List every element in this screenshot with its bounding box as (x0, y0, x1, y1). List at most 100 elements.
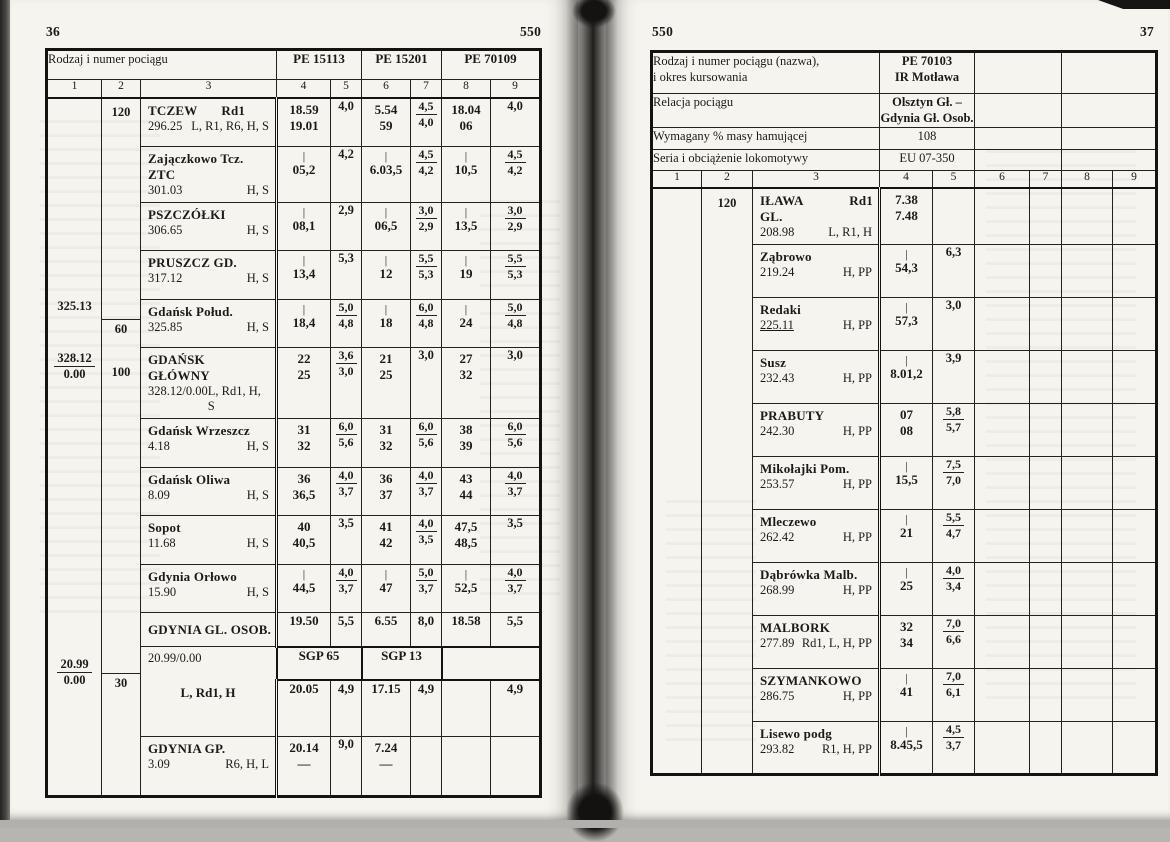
time-bottom: 47 (379, 579, 393, 595)
runtime-fraction: 7,5 7,0 (934, 458, 974, 488)
time-cell: | 08,1 (275, 201, 331, 251)
column-number: 2 (101, 79, 141, 99)
time-cell: 4,0 (490, 97, 541, 147)
station-name-line: PSZCZÓŁKI (142, 207, 276, 223)
station-row: Lisewo podg 293.82 R1, H, PP | 8.45,5 4,5 3,7 (652, 721, 1157, 775)
time-cell: 5,5 (330, 612, 362, 647)
empty-cell (932, 187, 975, 245)
station-name: Susz (760, 355, 787, 370)
runtime-cell: 6,0 5,6 (330, 418, 362, 468)
runtime-bottom: 2,9 (418, 218, 434, 233)
time-pair: | 21 (883, 511, 932, 546)
speed-column: 120 60 100 30 (101, 97, 141, 797)
station-name-line: PRABUTY (754, 408, 879, 424)
station-cell: GDYNIA GL. OSOB. (140, 612, 277, 647)
runtime-top: 7,0 (943, 670, 964, 686)
time-cell: | 12 (361, 250, 411, 300)
station-marks: H, PP (842, 477, 872, 491)
info-value: Olsztyn Gł. – Gdynia Gł. Osob. (879, 93, 975, 128)
runtime-bottom: 5,7 (946, 420, 961, 435)
empty-cell (1029, 509, 1062, 563)
time-pair: | 6.03,5 (363, 147, 410, 182)
left-page: 36 550 Rodzaj i numer pociągu PE 15113 PE … (10, 0, 578, 821)
station-name: MALBORK (760, 620, 831, 635)
time-pair: 7.24— (363, 738, 410, 777)
time-bottom: 13,4 (292, 266, 316, 281)
time-cell: 3,0 (410, 347, 442, 419)
time-cell: | 13,4 (275, 250, 331, 300)
runtime-bottom: 3,7 (418, 483, 434, 498)
runtime-fraction: 5,5 5,3 (412, 251, 441, 281)
station-name: Redaki (760, 302, 801, 317)
station-info-line: 219.24 H, PP (754, 265, 879, 280)
time-cell: 19.50 (275, 612, 331, 647)
station-name: Gdańsk Połud. (148, 303, 233, 319)
margin-value: 60 (114, 321, 128, 336)
time-cell: | 06,5 (361, 201, 411, 251)
time-cell: 21 25 (361, 347, 411, 419)
km-change-note: 20.99/0.00 (148, 651, 202, 665)
time-top: 38 (459, 422, 473, 437)
station-name: Gdańsk Oliwa (148, 471, 231, 487)
station-row: Zajączkowo Tcz. ZTC 301.03 H, S | 05,2 4,2 | 6.… (47, 145, 541, 203)
station-row: Ząbrowo 219.24 H, PP | 54,3 6,3 (652, 244, 1157, 298)
time-pair: | 06,5 (363, 203, 410, 238)
station-km: 286.75 (760, 689, 795, 703)
empty-cell (1029, 668, 1062, 722)
station-info-line: 296.25 L, R1, R6, H, S (142, 119, 276, 134)
km-top: 20.99 (57, 657, 92, 673)
station-marks: H, PP (842, 318, 872, 332)
runtime-cell: 5,5 5,3 (490, 250, 541, 300)
station-name-line: Mikołajki Pom. (754, 461, 879, 477)
station-cell: IŁAWA GL. Rd1 208.98 L, R1, H (752, 187, 880, 245)
page-number-right: 37 (1140, 24, 1155, 39)
info-label: Wymagany % masy hamującej (651, 126, 880, 150)
station-km: 208.98 (760, 225, 795, 239)
through-bar: | (302, 148, 306, 163)
time-cell: 18.59 19.01 (275, 97, 331, 147)
station-km: 262.42 (760, 530, 795, 544)
runtime-bottom: 3,4 (946, 579, 961, 594)
time-bottom: — (297, 756, 311, 771)
runtime-bottom: 3,7 (507, 580, 523, 595)
time-cell: 3,0 (490, 347, 541, 419)
empty-cell (1112, 350, 1157, 404)
time-bottom: 13,5 (454, 217, 478, 233)
time-cell: | 13,5 (441, 201, 491, 251)
time-pair: | 52,5 (443, 565, 490, 600)
station-row: Dąbrówka Malb. 268.99 H, PP | 25 4,0 3,4 (652, 562, 1157, 616)
station-row: GDAŃSK GŁÓWNY 328.12/0.00 L, Rd1, H, S 22 25… (47, 347, 541, 419)
station-row: Sopot 11.68 H, S 40 40,5 3,5 41 42 4,0 3,5 47,5 48,… (47, 515, 541, 565)
time-top: 18.04 (451, 101, 481, 117)
station-name-line: IŁAWA GL. Rd1 (754, 193, 879, 225)
station-marks: H, S (246, 271, 269, 285)
station-marks: H, S (246, 439, 269, 453)
station-suffix: Rd1 (221, 102, 246, 118)
station-km: 317.12 (148, 271, 183, 285)
runtime-fraction: 6,0 5,6 (492, 419, 540, 449)
margin-value: 100 (111, 364, 131, 379)
station-marks: H, PP (842, 530, 872, 544)
column-number: 1 (651, 169, 702, 189)
km-top: 328.12 (54, 351, 95, 367)
time-pair: | 15,5 (883, 458, 932, 493)
column-number: 8 (1061, 169, 1113, 189)
empty-cell (490, 736, 541, 797)
through-bar: | (905, 353, 908, 367)
time-pair: | 24 (443, 300, 490, 335)
empty-cell (1029, 244, 1062, 298)
column-number: 3 (752, 169, 880, 189)
station-name-line: Gdańsk Oliwa (142, 471, 276, 488)
time-top: 18.59 (289, 101, 319, 117)
through-bar: | (302, 204, 306, 219)
station-km: 242.30 (760, 424, 795, 438)
time-cell: 5.54 59 (361, 97, 411, 147)
time-bottom: 52,5 (454, 579, 478, 595)
station-marks: H, PP (842, 371, 872, 385)
time-pair: 5.54 59 (363, 99, 410, 138)
time-single: 5,5 (506, 613, 524, 629)
empty-cell (1061, 350, 1113, 404)
runtime-plain: 4,2 (338, 146, 354, 161)
runtime-cell: 4,0 3,7 (490, 466, 541, 516)
sgp-row: 20.99/0.00 L, Rd1, H SGP 65 SGP 13 (47, 645, 541, 737)
